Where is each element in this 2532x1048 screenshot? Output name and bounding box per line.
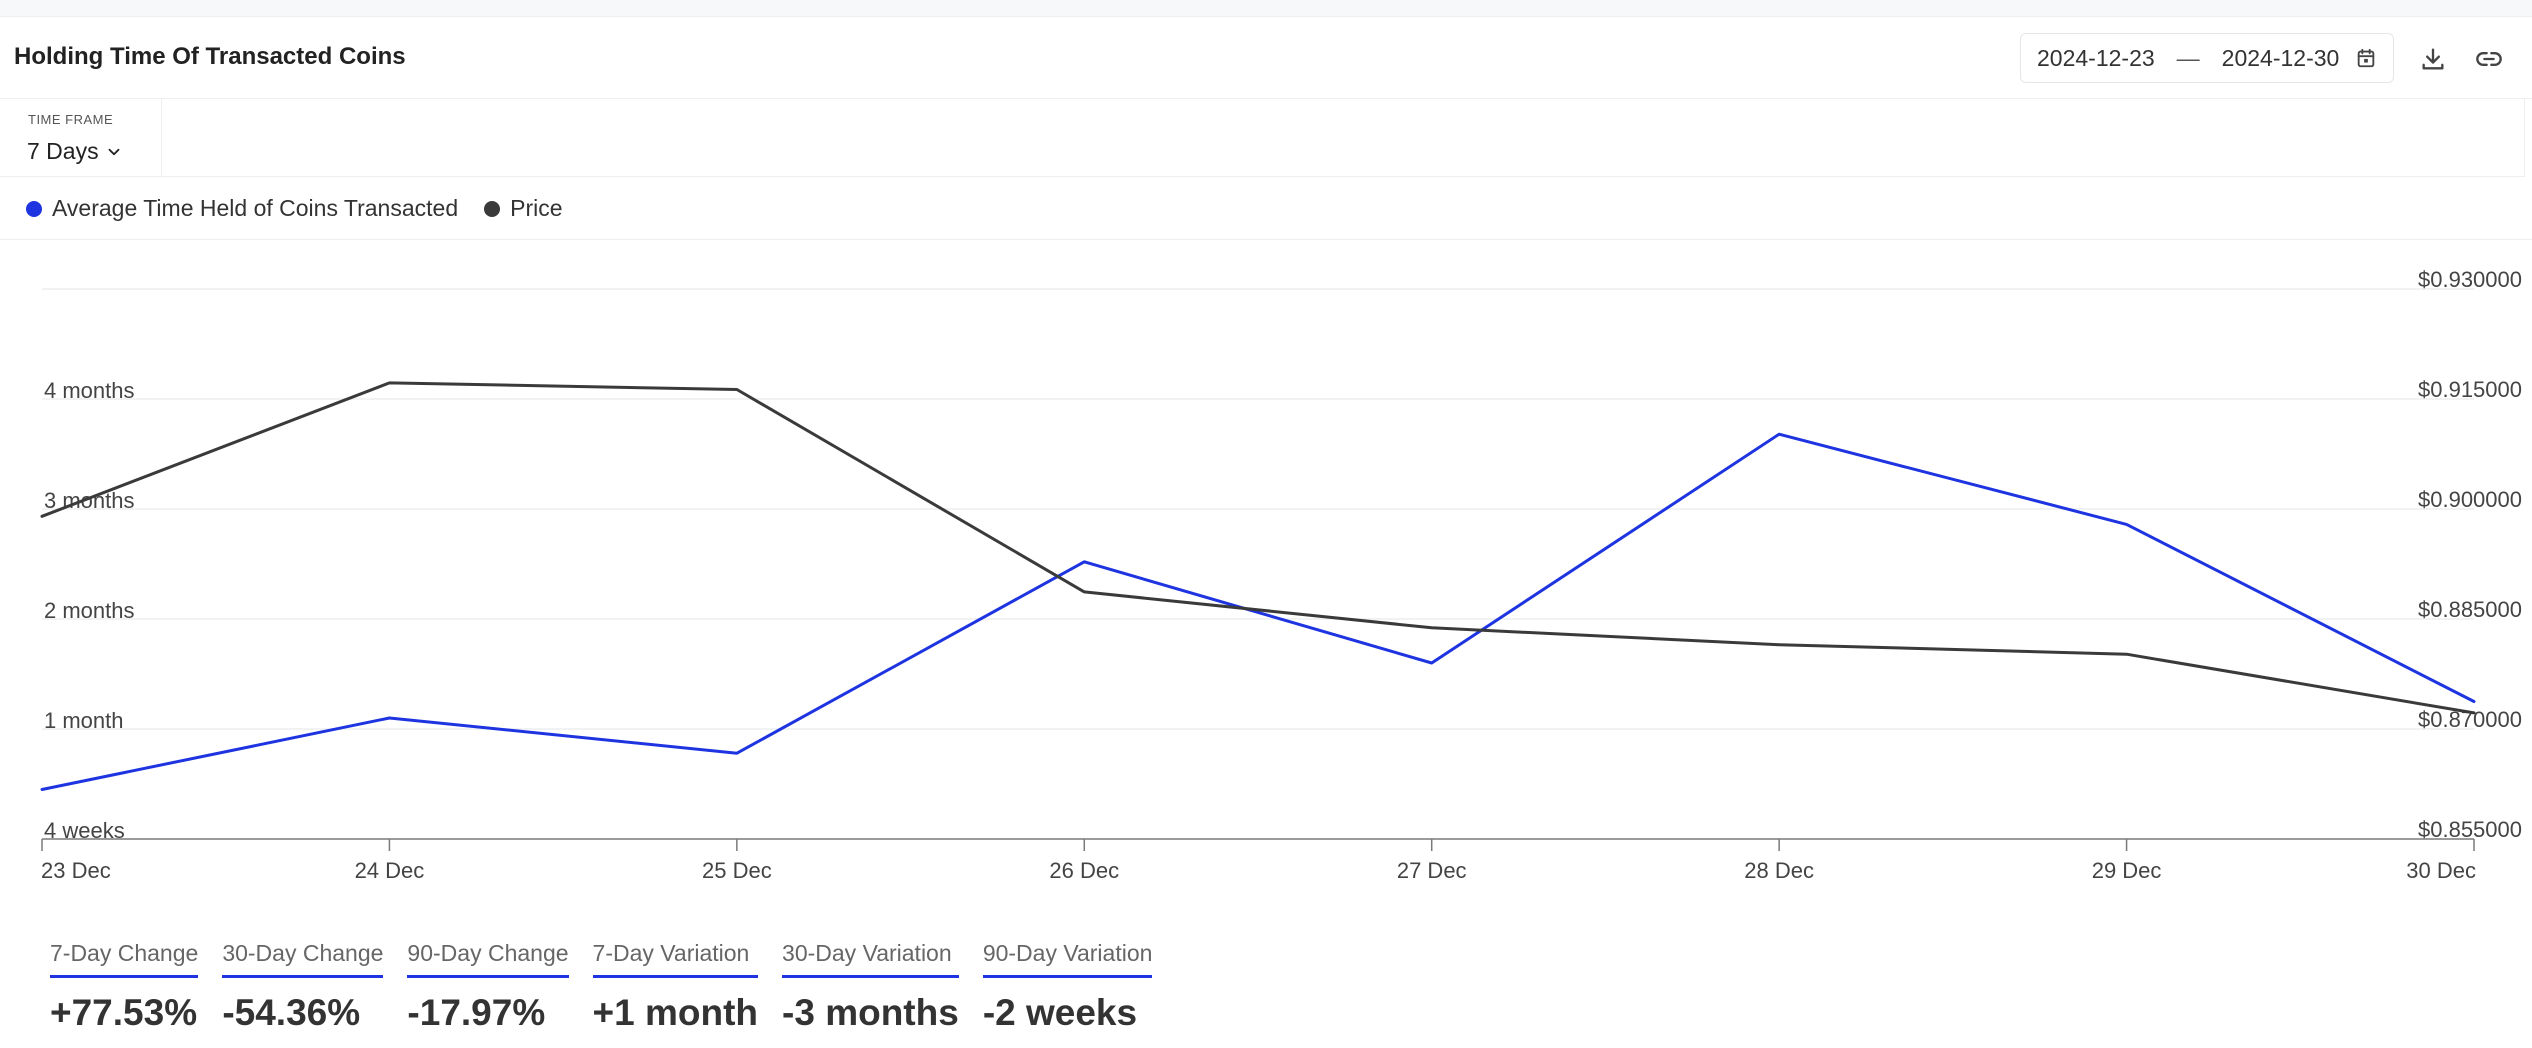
chart-header: Holding Time Of Transacted Coins 2024-12… <box>0 17 2532 99</box>
stat-value: -54.36% <box>222 992 361 1033</box>
x-tick-label: 23 Dec <box>41 858 111 883</box>
line-chart: 23 Dec 24 Dec 25 Dec 26 Dec 27 Dec 28 Dec 29 D… <box>40 267 2522 883</box>
stat-label: 7-Day Change <box>50 940 199 978</box>
top-strip <box>0 0 2532 17</box>
legend-item-price[interactable]: Price <box>484 195 563 222</box>
y-right-tick-label: $0.855000 <box>2418 817 2522 842</box>
y-right-tick-label: $0.885000 <box>2418 597 2522 622</box>
holding-time-line <box>40 432 2476 791</box>
legend-label-price: Price <box>510 195 563 221</box>
page-title: Holding Time Of Transacted Coins <box>14 43 406 70</box>
stat-value: -3 months <box>782 992 959 1033</box>
y-left-tick-label: 4 months <box>44 378 135 403</box>
y-right-tick-label: $0.930000 <box>2418 267 2522 292</box>
download-icon <box>2422 48 2444 70</box>
x-tick-label: 27 Dec <box>1397 858 1467 883</box>
timeframe-label: TIME FRAME <box>28 112 114 127</box>
copy-link-button[interactable] <box>2472 42 2506 76</box>
stat-label: 90-Day Change <box>407 940 569 978</box>
chevron-down-icon <box>108 148 120 155</box>
y-right-tick-label: $0.900000 <box>2418 487 2522 512</box>
timeframe-value: 7 Days <box>27 138 99 164</box>
stat-label: 30-Day Change <box>222 940 384 978</box>
price-line <box>40 381 2476 715</box>
legend-dot-price <box>484 200 501 217</box>
y-left-tick-label: 1 month <box>44 708 124 733</box>
stat-value: -17.97% <box>407 992 546 1033</box>
stat-card[interactable]: 7-Day Variation +1 month <box>592 940 759 1034</box>
legend-item-holding-time[interactable]: Average Time Held of Coins Transacted <box>26 195 458 222</box>
stats-row: 7-Day Change +77.53% 30-Day Change -54.36% 9… <box>50 940 1176 1034</box>
y-right-tick-label: $0.915000 <box>2418 377 2522 402</box>
date-range-picker[interactable]: 2024-12-23 — 2024-12-30 <box>2020 33 2394 83</box>
stat-card[interactable]: 90-Day Variation -2 weeks <box>982 940 1153 1034</box>
x-tick-label: 24 Dec <box>355 858 425 883</box>
y-left-tick-label: 4 weeks <box>44 818 125 843</box>
stat-label: 90-Day Variation <box>982 940 1153 978</box>
x-tick-label: 30 Dec <box>2406 858 2476 883</box>
controls-bar <box>0 99 2525 177</box>
stat-value: -2 weeks <box>982 992 1138 1033</box>
stat-card[interactable]: 90-Day Change -17.97% <box>407 940 569 1034</box>
stat-value: +77.53% <box>50 992 198 1033</box>
chart-legend: Average Time Held of Coins Transacted Pr… <box>0 178 2532 240</box>
link-icon <box>2476 52 2502 67</box>
timeframe-control <box>0 99 162 177</box>
calendar-icon <box>2357 48 2375 68</box>
legend-label-holding-time: Average Time Held of Coins Transacted <box>52 195 459 221</box>
x-tick-label: 28 Dec <box>1744 858 1814 883</box>
stat-label: 7-Day Variation <box>592 940 759 978</box>
stat-card[interactable]: 7-Day Change +77.53% <box>50 940 199 1034</box>
x-tick-label: 25 Dec <box>702 858 772 883</box>
date-end: 2024-12-30 <box>2221 44 2340 71</box>
stat-card[interactable]: 30-Day Change -54.36% <box>222 940 384 1034</box>
legend-dot-holding-time <box>26 200 42 217</box>
date-separator: — <box>2176 44 2200 71</box>
x-tick-label: 26 Dec <box>1049 858 1119 883</box>
timeframe-select[interactable]: 7 Days <box>27 138 123 165</box>
download-button[interactable] <box>2416 42 2450 76</box>
stat-label: 30-Day Variation <box>782 940 959 978</box>
date-start: 2024-12-23 <box>2037 44 2155 71</box>
stat-card[interactable]: 30-Day Variation -3 months <box>782 940 959 1034</box>
stat-value: +1 month <box>592 992 759 1033</box>
y-left-tick-label: 2 months <box>44 598 135 623</box>
x-tick-label: 29 Dec <box>2092 858 2162 883</box>
